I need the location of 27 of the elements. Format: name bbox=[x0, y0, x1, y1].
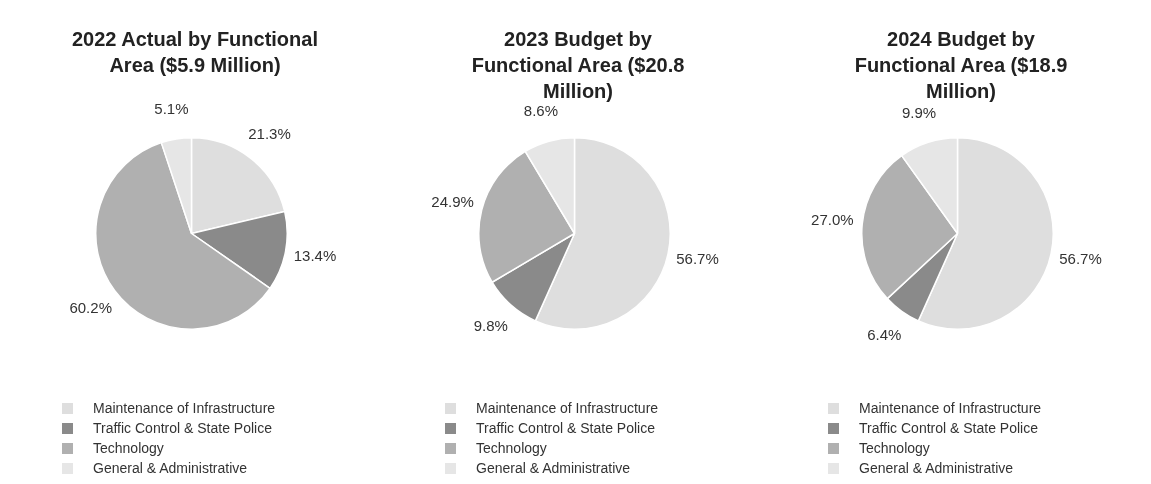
legend-label: Traffic Control & State Police bbox=[92, 419, 273, 438]
legend-label: General & Administrative bbox=[92, 459, 249, 478]
chart-title: 2022 Actual by Functional Area ($5.9 Million) bbox=[71, 27, 319, 78]
data-label: 56.7% bbox=[1059, 249, 1102, 267]
data-label: 5.1% bbox=[154, 99, 189, 117]
data-label: 9.9% bbox=[901, 103, 937, 121]
legend-label: Maintenance of Infrastructure bbox=[475, 399, 659, 418]
data-label: 6.4% bbox=[867, 325, 902, 343]
legend-label: General & Administrative bbox=[475, 459, 632, 478]
data-label: 27.0% bbox=[811, 211, 854, 229]
data-label: 8.6% bbox=[523, 102, 559, 120]
data-label: 60.2% bbox=[69, 298, 112, 316]
data-label: 56.7% bbox=[676, 249, 719, 267]
legend-label: Maintenance of Infrastructure bbox=[92, 399, 276, 418]
data-label: 13.4% bbox=[293, 247, 337, 265]
data-label: 9.8% bbox=[473, 317, 508, 335]
legend-label: Traffic Control & State Police bbox=[858, 419, 1039, 438]
chart-title: 2023 Budget by Functional Area ($20.8 Million) bbox=[470, 27, 686, 104]
legend-label: Technology bbox=[92, 439, 165, 458]
legend-label: Traffic Control & State Police bbox=[475, 419, 656, 438]
legend-label: General & Administrative bbox=[858, 459, 1015, 478]
legend-label: Technology bbox=[858, 439, 931, 458]
chart-title: 2024 Budget by Functional Area ($18.9 Million) bbox=[853, 27, 1069, 104]
data-label: 24.9% bbox=[431, 192, 474, 210]
legend-label: Maintenance of Infrastructure bbox=[858, 399, 1042, 418]
data-label: 21.3% bbox=[248, 125, 291, 143]
legend-label: Technology bbox=[475, 439, 548, 458]
